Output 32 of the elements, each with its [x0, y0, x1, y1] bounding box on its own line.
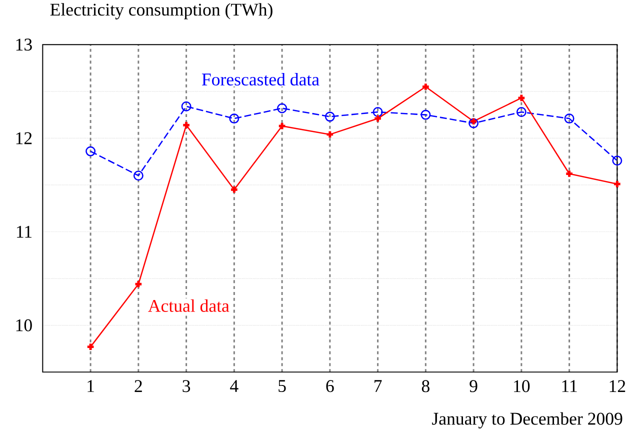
series-label: Actual data [148, 300, 230, 312]
y-axis-title: Electricity consumption (TWh) [50, 3, 272, 20]
y-tick-label: 11 [17, 226, 32, 238]
point [468, 118, 479, 128]
y-tick-label: 13 [16, 38, 32, 51]
point [612, 156, 622, 166]
x-axis-title: January to December 2009 [432, 412, 622, 429]
point [181, 102, 192, 112]
x-tick-label: 11 [562, 380, 577, 392]
x-tick-label: 9 [470, 380, 478, 392]
x-tick-label: 1 [88, 380, 94, 392]
series-label: Forescasted data [202, 73, 320, 86]
point [86, 146, 96, 156]
x-tick-label: 2 [134, 380, 142, 392]
x-tick-label: 5 [278, 380, 286, 392]
y-tick-label: 12 [16, 132, 32, 144]
point [229, 114, 240, 124]
point [324, 112, 335, 122]
point [133, 170, 144, 181]
x-tick-label: 3 [182, 380, 190, 392]
x-tick-label: 4 [230, 380, 238, 392]
x-tick-label: 7 [374, 380, 382, 392]
y-tick-label: 10 [16, 319, 32, 332]
point [420, 110, 431, 120]
x-tick-label: 8 [422, 380, 430, 392]
x-tick-label: 10 [514, 380, 530, 392]
x-tick-label: 6 [326, 380, 334, 392]
x-tick-label: 12 [610, 380, 626, 392]
point [277, 103, 288, 114]
point [372, 107, 383, 118]
point [564, 114, 574, 124]
point [516, 107, 526, 118]
